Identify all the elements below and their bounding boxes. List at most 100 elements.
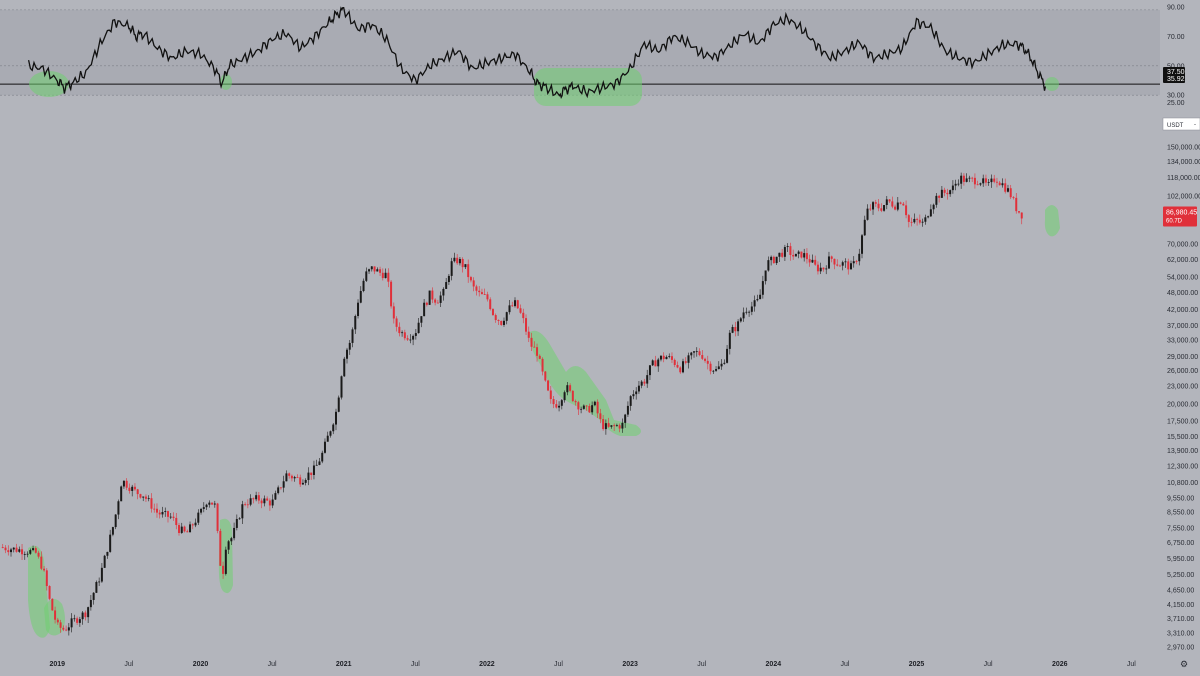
candle-body	[87, 607, 90, 618]
currency-selector-label: USDT	[1167, 123, 1184, 129]
candle-body	[67, 627, 70, 631]
candle-body	[202, 507, 205, 509]
candle-body	[855, 261, 858, 263]
candle-body	[43, 568, 46, 571]
candle-body	[161, 511, 164, 515]
candle-body	[935, 195, 938, 205]
candle-body	[965, 178, 968, 182]
rsi-y-tick-label: 25.00	[1167, 100, 1185, 107]
candle-body	[235, 519, 238, 528]
currency-selector-box[interactable]	[1162, 117, 1200, 131]
candle-body	[98, 581, 101, 583]
candle-body	[665, 356, 668, 360]
candle-body	[805, 253, 808, 260]
candle-body	[246, 504, 249, 506]
price-y-tick-label: 5,950.00	[1167, 556, 1194, 563]
price-y-tick-label: 2,970.00	[1167, 645, 1194, 652]
candle-body	[637, 385, 640, 392]
candle-body	[290, 475, 293, 479]
candle-body	[480, 292, 483, 295]
candle-body	[938, 195, 941, 198]
candle-body	[403, 332, 406, 339]
candle-body	[351, 329, 354, 343]
candle-body	[230, 538, 233, 542]
price-y-tick-label: 3,710.00	[1167, 616, 1194, 623]
candle-body	[150, 498, 153, 509]
candle-body	[472, 280, 475, 287]
candle-body	[1012, 197, 1015, 199]
candle-body	[376, 269, 379, 272]
gear-icon[interactable]: ⚙	[1180, 659, 1188, 669]
candle-body	[514, 300, 517, 307]
candle-body	[423, 302, 426, 317]
candle-body	[89, 599, 92, 608]
last-price-sublabel: 60.7D	[1166, 218, 1183, 224]
currency-selector[interactable]: USDT -	[1162, 117, 1200, 131]
candle-body	[693, 351, 696, 353]
candle-body	[932, 204, 935, 210]
candle-body	[927, 216, 930, 218]
candle-body	[885, 199, 888, 206]
candle-body	[786, 246, 789, 248]
candle-body	[783, 247, 786, 257]
candle-body	[208, 502, 211, 505]
candle-body	[949, 190, 952, 195]
candle-body	[819, 267, 822, 272]
candle-body	[359, 291, 362, 303]
candle-body	[274, 493, 277, 500]
candle-body	[536, 347, 539, 356]
candle-body	[109, 534, 112, 552]
candle-body	[122, 480, 125, 487]
candle-body	[505, 312, 508, 321]
candle-body	[811, 259, 814, 263]
candle-body	[761, 281, 764, 295]
candle-body	[282, 481, 285, 488]
rsi-tag-reference: 37.50	[1167, 69, 1185, 76]
candle-body	[588, 406, 591, 413]
x-tick-label: 2022	[479, 661, 495, 668]
candle-body	[120, 486, 123, 502]
candle-body	[1020, 212, 1023, 219]
candle-body	[907, 215, 910, 222]
candle-body	[153, 508, 156, 510]
candle-body	[257, 495, 260, 501]
candle-body	[709, 363, 712, 372]
candle-body	[365, 271, 368, 281]
candle-body	[114, 514, 117, 528]
last-price-tag-background	[1163, 206, 1197, 227]
candle-body	[406, 338, 409, 340]
candle-body	[56, 619, 59, 623]
price-y-tick-label: 33,000.00	[1167, 338, 1198, 345]
x-tick-label: 2019	[49, 661, 65, 668]
candle-body	[323, 441, 326, 453]
candle-body	[789, 246, 792, 255]
price-y-tick-label: 12,300.00	[1167, 463, 1198, 470]
candle-body	[279, 487, 282, 489]
candle-body	[737, 321, 740, 332]
candle-body	[357, 302, 360, 317]
candle-body	[519, 308, 522, 313]
candle-body	[943, 189, 946, 193]
candle-body	[211, 502, 214, 505]
candle-body	[166, 511, 169, 517]
candle-body	[833, 258, 836, 265]
candle-body	[905, 205, 908, 216]
candle-body	[497, 320, 500, 321]
candle-body	[668, 356, 671, 358]
candle-body	[712, 370, 715, 372]
candle-body	[321, 452, 324, 462]
candle-body	[715, 369, 718, 371]
x-tick-label: Jul	[124, 661, 133, 668]
candle-body	[924, 217, 927, 222]
rsi-highlight-2019	[29, 71, 69, 97]
candle-body	[186, 531, 189, 533]
candle-body	[401, 332, 404, 334]
candle-body	[469, 277, 472, 281]
candle-body	[794, 253, 797, 257]
candle-body	[467, 264, 470, 278]
candle-body	[180, 526, 183, 533]
price-y-tick-label: 118,000.00	[1167, 175, 1200, 182]
